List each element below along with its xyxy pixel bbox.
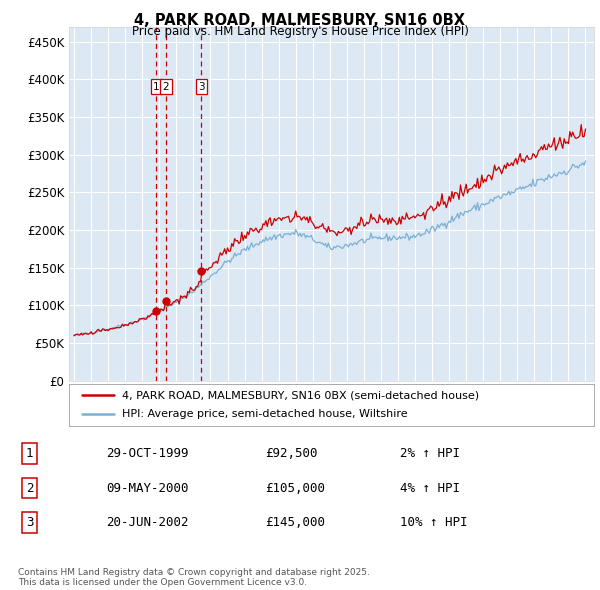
Text: £145,000: £145,000 xyxy=(265,516,325,529)
Text: Price paid vs. HM Land Registry's House Price Index (HPI): Price paid vs. HM Land Registry's House … xyxy=(131,25,469,38)
Text: 3: 3 xyxy=(26,516,33,529)
Text: 29-OCT-1999: 29-OCT-1999 xyxy=(106,447,188,460)
Text: 4% ↑ HPI: 4% ↑ HPI xyxy=(400,481,460,495)
Text: 2: 2 xyxy=(163,82,169,92)
Text: 1: 1 xyxy=(153,82,160,92)
Text: 20-JUN-2002: 20-JUN-2002 xyxy=(106,516,188,529)
Text: Contains HM Land Registry data © Crown copyright and database right 2025.
This d: Contains HM Land Registry data © Crown c… xyxy=(18,568,370,587)
Text: 1: 1 xyxy=(26,447,33,460)
Text: 4, PARK ROAD, MALMESBURY, SN16 0BX: 4, PARK ROAD, MALMESBURY, SN16 0BX xyxy=(134,13,466,28)
Text: 4, PARK ROAD, MALMESBURY, SN16 0BX (semi-detached house): 4, PARK ROAD, MALMESBURY, SN16 0BX (semi… xyxy=(121,391,479,401)
Text: 2% ↑ HPI: 2% ↑ HPI xyxy=(400,447,460,460)
Text: 2: 2 xyxy=(26,481,33,495)
Text: HPI: Average price, semi-detached house, Wiltshire: HPI: Average price, semi-detached house,… xyxy=(121,409,407,419)
Text: £92,500: £92,500 xyxy=(265,447,317,460)
Text: 10% ↑ HPI: 10% ↑ HPI xyxy=(400,516,467,529)
Text: 09-MAY-2000: 09-MAY-2000 xyxy=(106,481,188,495)
Text: £105,000: £105,000 xyxy=(265,481,325,495)
Text: 3: 3 xyxy=(198,82,205,92)
